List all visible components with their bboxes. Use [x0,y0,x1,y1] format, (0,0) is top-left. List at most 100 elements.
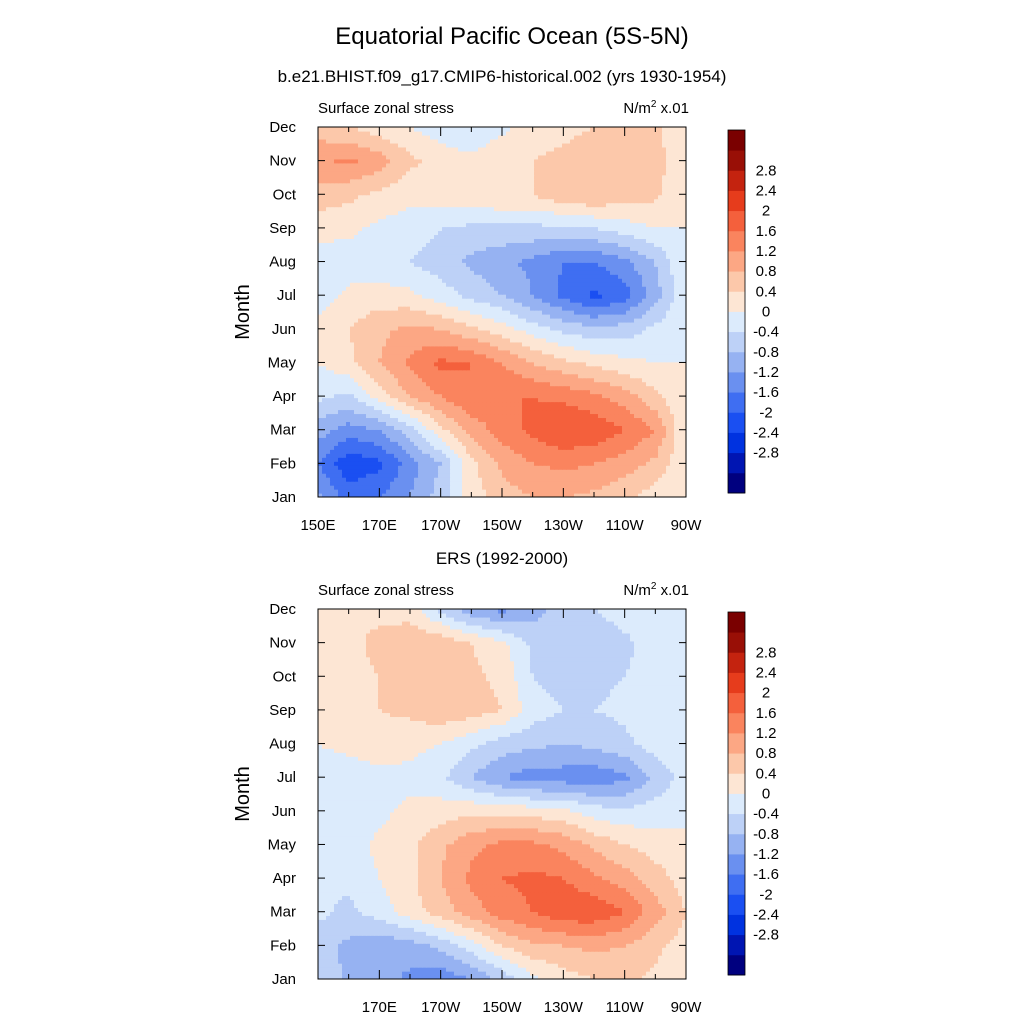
field-cell [466,405,471,411]
field-cell [438,306,443,311]
field-cell [658,325,663,331]
field-cell [534,405,539,411]
field-cell [322,453,327,458]
field-cell [638,493,643,497]
field-cell [486,329,491,335]
field-cell [458,302,463,307]
field-cell [574,302,579,307]
field-cell [534,306,539,311]
field-cell [522,385,527,391]
field-cell [462,453,467,458]
field-cell [366,405,371,411]
field-cell [646,389,651,395]
field-cell [326,449,331,454]
field-cell [426,481,431,486]
field-cell [426,345,431,351]
field-cell [574,381,579,387]
field-cell [578,341,583,347]
field-cell [522,349,527,355]
field-cell [638,393,643,399]
field-cell [346,369,351,375]
field-cell [470,473,475,478]
field-cell [538,337,543,343]
field-cell [378,353,383,359]
field-cell [634,457,639,462]
field-cell [438,429,443,434]
field-cell [566,457,571,462]
field-cell [394,278,399,283]
field-cell [398,361,403,367]
field-cell [478,385,483,391]
field-cell [570,493,575,497]
field-cell [426,385,431,391]
field-cell [386,329,391,335]
field-cell [622,397,627,403]
field-cell [354,413,359,419]
field-cell [658,401,663,407]
field-cell [598,481,603,486]
field-cell [362,286,367,291]
field-cell [374,290,379,295]
field-cell [594,449,599,454]
field-cell [570,302,575,307]
field-cell [406,493,411,497]
field-cell [678,373,683,379]
field-cell [678,409,683,415]
field-cell [482,325,487,331]
field-cell [602,325,607,331]
field-cell [458,329,463,335]
field-cell [446,298,451,303]
field-cell [474,290,479,295]
field-cell [542,345,547,351]
field-cell [558,290,563,295]
field-cell [554,302,559,307]
field-cell [498,413,503,419]
field-cell [578,349,583,355]
field-cell [482,385,487,391]
field-cell [526,381,531,387]
field-cell [554,385,559,391]
field-cell [478,333,483,339]
field-cell [658,429,663,434]
field-cell [334,321,339,327]
field-cell [518,349,523,355]
field-cell [642,433,647,438]
field-cell [426,313,431,319]
field-cell [602,313,607,319]
field-cell [438,294,443,299]
field-cell [538,477,543,482]
field-cell [678,369,683,375]
field-cell [442,377,447,383]
field-cell [334,445,339,450]
field-cell [326,433,331,438]
field-cell [322,329,327,335]
field-cell [474,321,479,327]
field-cell [602,286,607,291]
field-cell [650,485,655,490]
field-cell [438,321,443,327]
field-cell [522,429,527,434]
field-cell [582,341,587,347]
field-cell [406,341,411,347]
field-cell [378,282,383,287]
field-cell [446,286,451,291]
field-cell [370,477,375,482]
field-cell [630,341,635,347]
field-cell [322,294,327,299]
field-cell [438,325,443,331]
field-cell [494,329,499,335]
field-cell [654,449,659,454]
field-cell [678,377,683,383]
field-cell [658,353,663,359]
field-cell [430,369,435,375]
field-cell [550,369,555,375]
field-cell [410,341,415,347]
field-cell [646,373,651,379]
field-cell [550,493,555,497]
field-cell [430,317,435,323]
field-cell [654,477,659,482]
field-cell [558,349,563,355]
field-cell [342,333,347,339]
field-cell [374,282,379,287]
field-cell [534,437,539,442]
